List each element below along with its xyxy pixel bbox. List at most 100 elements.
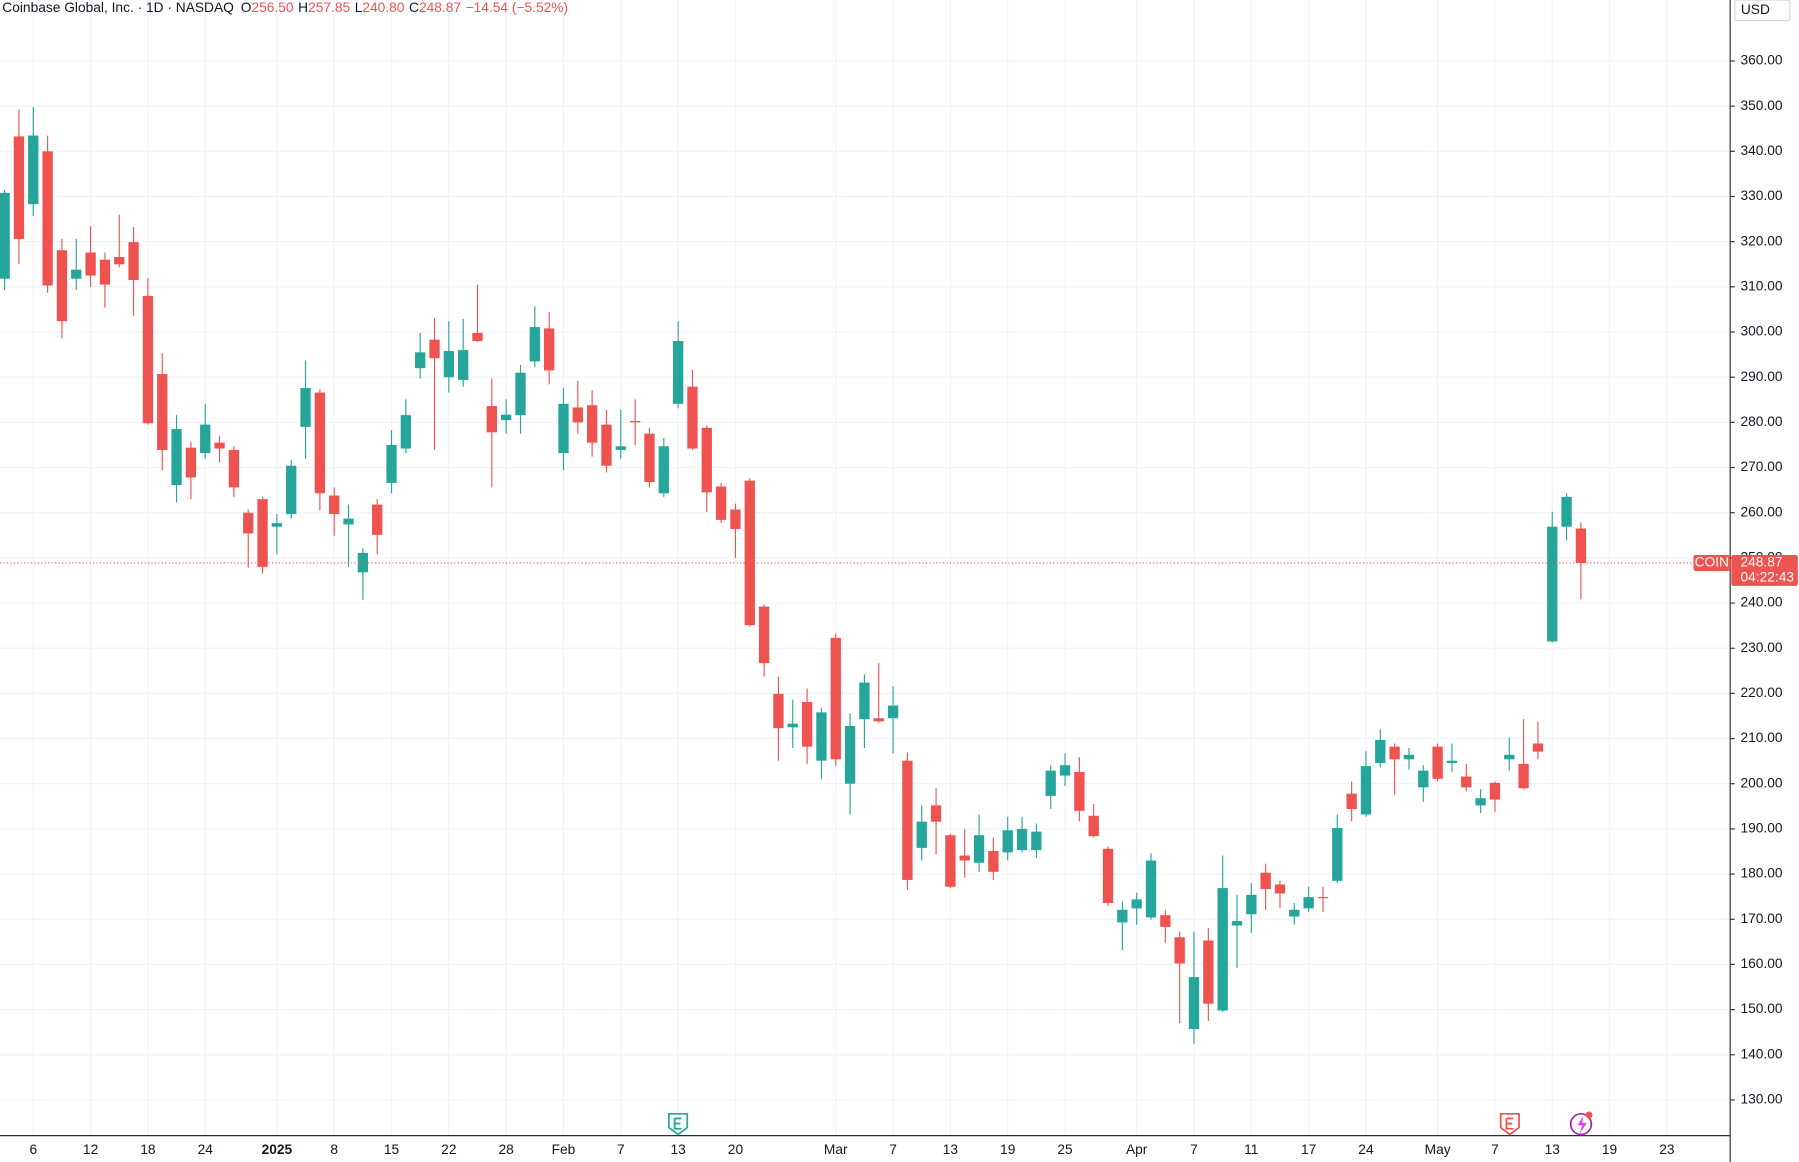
candle-body	[1274, 884, 1286, 894]
y-tick-label: 240.00	[1740, 595, 1782, 610]
candle-body	[945, 835, 956, 887]
x-tick-label: Feb	[552, 1142, 576, 1157]
candle-body	[1145, 860, 1157, 918]
event-marker[interactable]	[1569, 1111, 1593, 1136]
x-tick-label: 13	[670, 1142, 686, 1157]
currency[interactable]: USD	[1741, 2, 1770, 17]
candle-body	[1475, 798, 1486, 806]
y-tick-label: 360.00	[1740, 53, 1782, 68]
currency-box[interactable]	[1734, 0, 1791, 22]
candle-body	[1360, 766, 1372, 815]
candle-body	[1102, 848, 1114, 903]
y-tick-label: 230.00	[1740, 640, 1782, 655]
candle-body	[1317, 897, 1329, 899]
candle-body	[887, 705, 899, 719]
price-tag	[1731, 554, 1798, 586]
x-tick-label: 7	[617, 1142, 625, 1157]
candle-body	[601, 424, 612, 466]
candle-body	[672, 341, 684, 404]
candle-body	[1016, 828, 1028, 851]
candle-body	[1260, 872, 1271, 889]
candle-body	[257, 499, 268, 567]
x-tick-label: 12	[83, 1142, 98, 1157]
candle-body	[844, 725, 856, 784]
candle-body	[959, 855, 970, 861]
y-tick-label: 180.00	[1740, 866, 1782, 881]
candle-body	[1203, 940, 1214, 1004]
candle-body	[458, 350, 469, 380]
candle-body	[1045, 770, 1056, 796]
y-tick-label: 330.00	[1740, 188, 1782, 203]
candle-body	[816, 712, 827, 761]
candle-body	[472, 332, 483, 342]
candle-body	[558, 403, 569, 454]
candle-body	[572, 407, 583, 423]
candle-body	[157, 374, 168, 450]
x-tick-label: May	[1425, 1142, 1451, 1157]
candle-body	[71, 269, 82, 279]
candle-body	[243, 512, 254, 534]
x-tick-label: 7	[1491, 1142, 1499, 1157]
change: −14.54 (−5.52%)	[466, 0, 568, 15]
y-tick-label: 260.00	[1740, 504, 1782, 519]
candle-body	[386, 444, 397, 483]
candle-body	[400, 415, 412, 449]
x-tick-label: 11	[1244, 1142, 1258, 1157]
y-tick-label: 350.00	[1740, 98, 1782, 113]
x-tick-label: 17	[1301, 1142, 1316, 1157]
ohlc-label: L	[355, 0, 363, 15]
candle-body	[1389, 746, 1400, 760]
y-tick-label: 190.00	[1740, 821, 1782, 836]
ohlc-label: O	[241, 0, 252, 15]
candle-body	[13, 136, 25, 239]
candle-body	[902, 760, 913, 880]
candle-body	[185, 447, 197, 478]
x-tick-label: 25	[1057, 1142, 1073, 1157]
y-tick-label: 340.00	[1740, 143, 1782, 158]
y-tick-label: 150.00	[1740, 1001, 1782, 1016]
candle-body	[114, 257, 125, 265]
countdown: 04:22:43	[1740, 570, 1794, 585]
ohlc-label: C	[409, 0, 419, 15]
candle-body	[658, 446, 669, 494]
x-tick-label: 15	[384, 1142, 400, 1157]
x-tick-label: 2025	[262, 1142, 293, 1157]
x-tick-label: 7	[889, 1142, 897, 1157]
price-tag-value: 248.87	[1740, 555, 1782, 570]
x-tick-label: 13	[943, 1142, 959, 1157]
symbol-tag	[1693, 554, 1731, 572]
candle-body	[859, 682, 870, 720]
candle-body	[1088, 815, 1099, 837]
candle-body	[930, 805, 942, 822]
candle-body	[142, 295, 154, 424]
ohlc-value: 248.87	[419, 0, 461, 15]
candle-body	[1188, 977, 1200, 1030]
candle-body	[1432, 746, 1443, 779]
candle-body	[730, 509, 741, 529]
candle-body	[873, 718, 884, 722]
candle-body	[271, 523, 283, 527]
candle-body	[1002, 830, 1013, 853]
candle-body	[916, 821, 927, 848]
earnings-marker[interactable]	[1499, 1112, 1520, 1136]
candle-body	[372, 504, 383, 535]
x-tick-label: 23	[1659, 1142, 1675, 1157]
candle-body	[1504, 754, 1515, 760]
x-tick-label: 24	[198, 1142, 214, 1157]
candle-body	[1561, 496, 1572, 527]
y-tick-label: 320.00	[1740, 233, 1782, 248]
candle-body	[787, 723, 798, 728]
candle-body	[1461, 776, 1472, 788]
candle-body	[1575, 528, 1587, 563]
candle-body	[615, 446, 626, 450]
ohlc-value: 256.50	[251, 0, 293, 15]
x-tick-label: 7	[1190, 1142, 1198, 1157]
candle-body	[486, 406, 497, 433]
candle-body	[286, 465, 297, 515]
candle-body	[744, 480, 755, 626]
y-tick-label: 170.00	[1740, 911, 1782, 926]
earnings-marker[interactable]	[668, 1112, 689, 1136]
candle-body	[343, 518, 354, 525]
candle-body	[1131, 899, 1142, 909]
